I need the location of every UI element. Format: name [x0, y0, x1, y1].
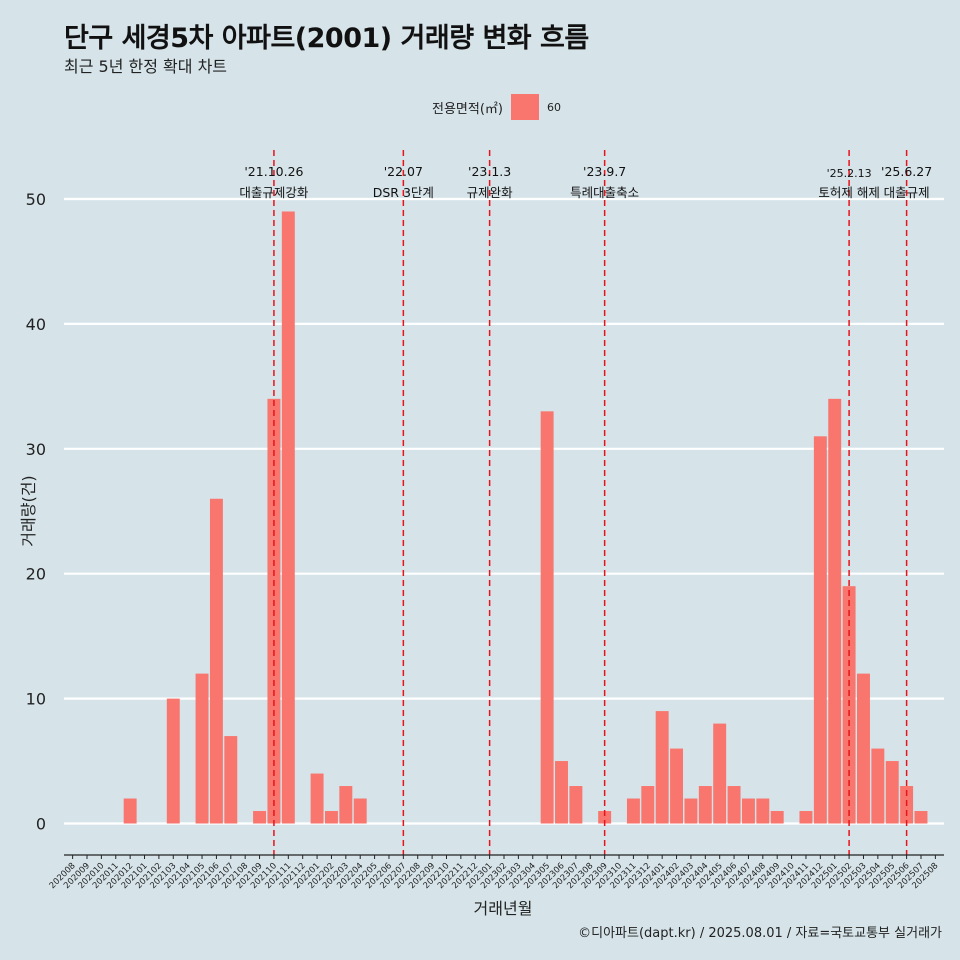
x-axis-label: 거래년월 — [474, 899, 533, 918]
bar-202305 — [540, 411, 554, 824]
bar-202203 — [339, 786, 353, 824]
bar-202202 — [324, 811, 338, 824]
event-date-label: '23.9.7 — [583, 164, 626, 179]
event-name-label: 규제완화 — [467, 185, 514, 200]
bars — [123, 211, 928, 824]
bar-202311 — [626, 798, 640, 824]
legend: 전용면적(㎡) 60 — [432, 94, 561, 120]
bar-202409 — [770, 811, 784, 824]
event-name-label: 토허제 해제 — [818, 185, 879, 200]
bar-202503 — [857, 673, 870, 824]
bar-202407 — [741, 798, 755, 824]
event-annotations: '21.10.26 대출규제강화 '22.07 DSR 3단계 '23.1.3 규제완화 '… — [239, 164, 932, 200]
y-tick-label: 0 — [36, 815, 46, 834]
bar-202012 — [123, 798, 137, 824]
bar-202406 — [727, 786, 741, 824]
chart-title: 단구 세경5차 아파트(2001) 거래량 변화 흐름 — [64, 23, 589, 54]
bar-202505 — [885, 761, 899, 824]
bar-202408 — [756, 798, 770, 824]
caption: ©디아파트(dapt.kr) / 2025.08.01 / 자료=국토교통부 실… — [578, 926, 942, 941]
bar-202306 — [555, 761, 568, 824]
bar-202412 — [813, 436, 827, 824]
y-tick-label: 40 — [26, 315, 46, 334]
event-date-label: '23.1.3 — [468, 164, 511, 179]
bar-202403 — [684, 798, 698, 824]
bar-202201 — [310, 773, 324, 824]
y-tick-label: 50 — [26, 190, 46, 209]
bar-202401 — [655, 711, 669, 824]
bar-202105 — [195, 673, 209, 824]
legend-swatch — [510, 94, 539, 120]
y-tick-label: 10 — [26, 690, 46, 709]
y-tick-label: 20 — [26, 565, 46, 584]
event-date-label: '22.07 — [384, 164, 423, 179]
event-name-label: 특례대출축소 — [570, 185, 639, 200]
bar-202307 — [569, 786, 583, 824]
chart-subtitle: 최근 5년 한정 확대 차트 — [64, 57, 228, 76]
bar-202402 — [670, 748, 684, 824]
bar-202507 — [914, 811, 928, 824]
y-axis-label: 거래량(건) — [19, 475, 38, 546]
bar-202309 — [598, 811, 612, 824]
bar-202204 — [353, 798, 367, 824]
event-lines — [273, 150, 908, 855]
legend-title: 전용면적(㎡) — [432, 101, 503, 117]
bar-202501 — [828, 398, 842, 824]
bar-202111 — [281, 211, 295, 824]
event-date-label: '25.2.13 — [827, 167, 872, 180]
event-date-label: '21.10.26 — [244, 164, 303, 179]
bar-202106 — [209, 498, 223, 824]
bar-202107 — [224, 736, 238, 824]
bar-202312 — [641, 786, 655, 824]
bar-202103 — [166, 698, 180, 824]
bar-202404 — [698, 786, 712, 824]
event-date-label: '25.6.27 — [881, 164, 932, 179]
y-tick-label: 30 — [26, 440, 46, 459]
bar-202109 — [253, 811, 267, 824]
x-axis: 2020082020092020102020112020122021012021… — [48, 854, 944, 891]
legend-label: 60 — [546, 100, 561, 114]
bar-202504 — [871, 748, 885, 824]
bar-202405 — [713, 723, 727, 824]
event-name-label: 대출규제강화 — [239, 185, 309, 200]
event-name-label: DSR 3단계 — [373, 185, 434, 200]
y-axis: 0 10 20 30 40 50 — [26, 190, 46, 834]
event-name-label: 대출규제 — [884, 185, 930, 200]
bar-202411 — [799, 811, 813, 824]
